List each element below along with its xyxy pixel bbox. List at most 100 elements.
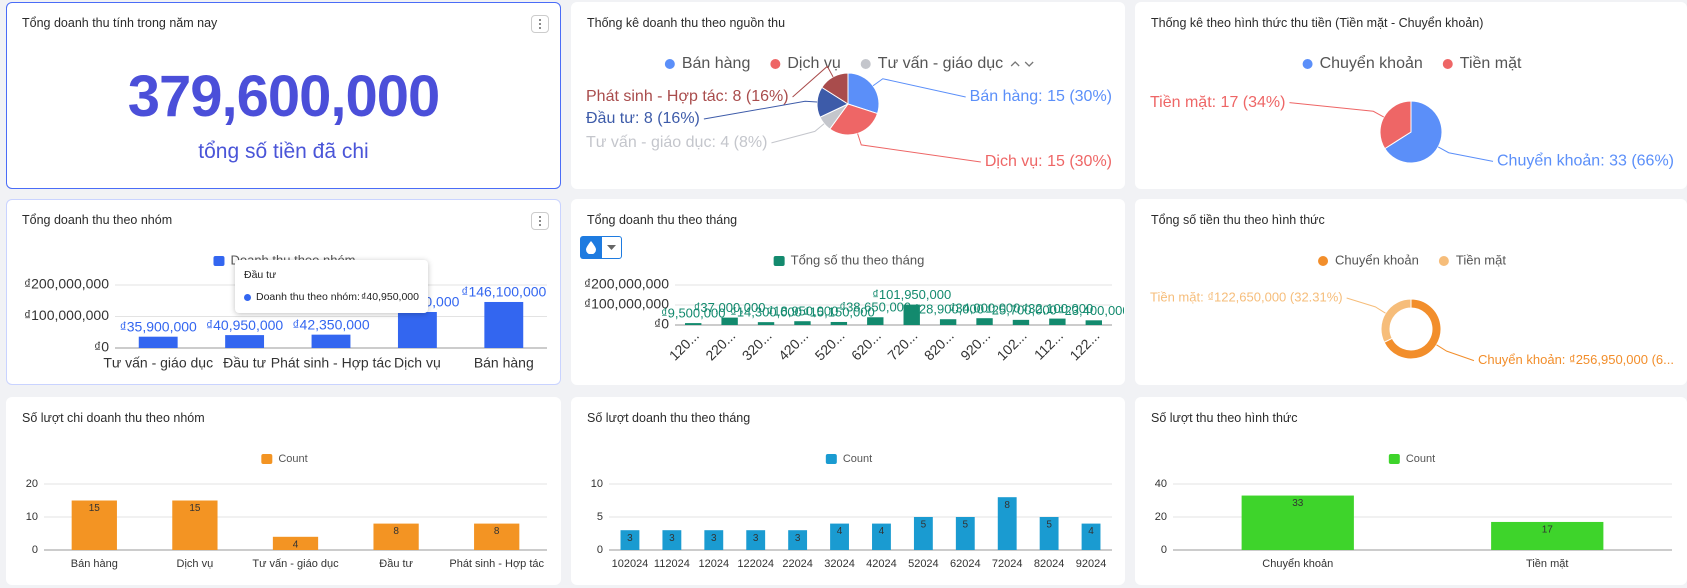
legend-item[interactable]: Tổng số thu theo tháng	[773, 252, 925, 267]
bar[interactable]	[1085, 320, 1102, 325]
bar[interactable]	[138, 336, 178, 348]
legend: Chuyển khoản Tiền mặt	[1302, 54, 1522, 72]
pie-slice[interactable]	[829, 103, 879, 136]
legend-item[interactable]: Count	[1388, 453, 1435, 465]
data-label: ₫14,300,000	[730, 305, 802, 320]
bar[interactable]	[1039, 517, 1059, 550]
bar[interactable]	[1012, 319, 1030, 325]
bar[interactable]	[721, 317, 738, 325]
data-label: 15	[89, 503, 101, 514]
legend-items: Count	[261, 453, 308, 465]
card-title: Số lượt thu theo hình thức	[1151, 411, 1298, 425]
bar[interactable]	[788, 530, 808, 550]
kpi-card[interactable]: Tổng doanh thu tính trong năm nay 379,60…	[6, 2, 561, 189]
x-tick-label: Tư vấn - giáo dục	[252, 558, 339, 570]
bar[interactable]	[311, 334, 351, 348]
legend: Count	[825, 453, 872, 465]
dropdown-button[interactable]	[601, 236, 622, 259]
legend: Count	[261, 453, 308, 465]
legend-marker	[1318, 256, 1329, 266]
legend-item[interactable]: Đầu tư	[1023, 55, 1089, 72]
bar[interactable]	[976, 318, 993, 325]
bar[interactable]	[373, 523, 419, 550]
x-tick-label: Bán hàng	[474, 355, 534, 371]
data-label: 5	[1046, 520, 1052, 531]
bar[interactable]	[71, 500, 117, 551]
x-tick-label: 22024	[782, 558, 813, 570]
bar[interactable]	[830, 523, 849, 550]
pie-slice[interactable]	[1384, 100, 1443, 164]
bar[interactable]	[272, 536, 319, 550]
legend-item[interactable]: Tiền mặt	[1438, 252, 1506, 267]
chart: Count 0 5 10 102024 112024 12024 122024 22024 320…	[591, 453, 1112, 570]
bar[interactable]	[225, 335, 265, 348]
bar[interactable]	[685, 323, 702, 325]
legend-page-down[interactable]	[1024, 61, 1034, 67]
x-tick-label: 12024	[698, 558, 729, 570]
legend-item[interactable]: Tư vấn - giáo dục	[860, 55, 1003, 72]
color-button[interactable]	[580, 236, 601, 259]
bar[interactable]	[903, 304, 920, 325]
bar[interactable]	[955, 517, 975, 550]
data-label: 8	[393, 526, 399, 537]
legend-marker	[261, 454, 273, 464]
bar[interactable]	[1049, 318, 1066, 325]
bar[interactable]	[867, 317, 884, 325]
pie-slice[interactable]	[847, 72, 880, 115]
bar[interactable]	[1491, 521, 1604, 550]
tooltip-series: Doanh thu theo nhóm:	[256, 291, 360, 303]
bar[interactable]	[620, 530, 640, 550]
bar[interactable]	[1081, 523, 1101, 550]
legend-item[interactable]: Bán hàng	[664, 55, 751, 72]
bar[interactable]	[484, 301, 524, 348]
bar[interactable]	[1241, 495, 1354, 550]
legend-item[interactable]: Tiền mặt	[1442, 55, 1522, 72]
bar[interactable]	[662, 530, 682, 550]
legend-page-up[interactable]	[1010, 61, 1020, 67]
tooltip-marker	[244, 293, 251, 301]
data-label: ₫23,400,000	[1058, 303, 1125, 318]
legend-marker	[1109, 59, 1119, 69]
menu-button[interactable]	[531, 212, 549, 230]
data-label: Dịch vụ: 15 (30%)	[985, 153, 1112, 170]
bar[interactable]	[830, 321, 848, 325]
bar[interactable]	[746, 530, 766, 550]
y-tick-label: 10	[26, 511, 38, 523]
legend-item[interactable]: Chuyển khoản	[1318, 252, 1419, 267]
x-tick-label: Đầu tư	[379, 558, 413, 570]
bar[interactable]	[704, 530, 724, 550]
menu-button[interactable]	[531, 15, 549, 33]
pie-slice[interactable]	[1379, 100, 1412, 150]
data-label: 15	[189, 503, 201, 514]
bar[interactable]	[913, 517, 933, 550]
x-tick-label: 92024	[1076, 558, 1107, 570]
bar[interactable]	[872, 523, 891, 550]
legend-marker	[213, 256, 225, 266]
pie-slice[interactable]	[1380, 298, 1412, 343]
bar[interactable]	[939, 319, 957, 325]
bar[interactable]	[794, 321, 811, 325]
legend-item[interactable]: Count	[261, 453, 308, 465]
bar[interactable]	[757, 322, 775, 325]
label-line	[703, 100, 818, 120]
legend-marker	[770, 59, 781, 69]
legend-item[interactable]: Phát sinh - Hợp tác	[1109, 55, 1125, 72]
x-tick-label: 112...	[1031, 327, 1066, 362]
y-tick-label: 10	[591, 478, 603, 490]
bar[interactable]	[172, 500, 218, 551]
data-label: Đầu tư: 8 (16%)	[586, 110, 700, 127]
bar[interactable]	[474, 523, 520, 550]
data-label: 4	[837, 526, 843, 537]
bar[interactable]	[397, 311, 437, 348]
legend-item[interactable]: Dịch vụ	[770, 55, 841, 72]
pie-slice[interactable]	[821, 72, 849, 105]
legend-item[interactable]: Count	[825, 453, 872, 465]
bar[interactable]	[997, 497, 1017, 550]
card-title: Thống kê theo hình thức thu tiền (Tiền m…	[1151, 16, 1484, 30]
data-label: ₫38,650,000	[839, 300, 911, 315]
chart-card: Doanh thu theo nhóm₫0₫100,000,000₫200,00…	[6, 199, 561, 385]
data-label: 4	[879, 526, 885, 537]
legend-label: Dịch vụ	[787, 55, 840, 72]
legend-item[interactable]: Chuyển khoản	[1302, 54, 1423, 72]
